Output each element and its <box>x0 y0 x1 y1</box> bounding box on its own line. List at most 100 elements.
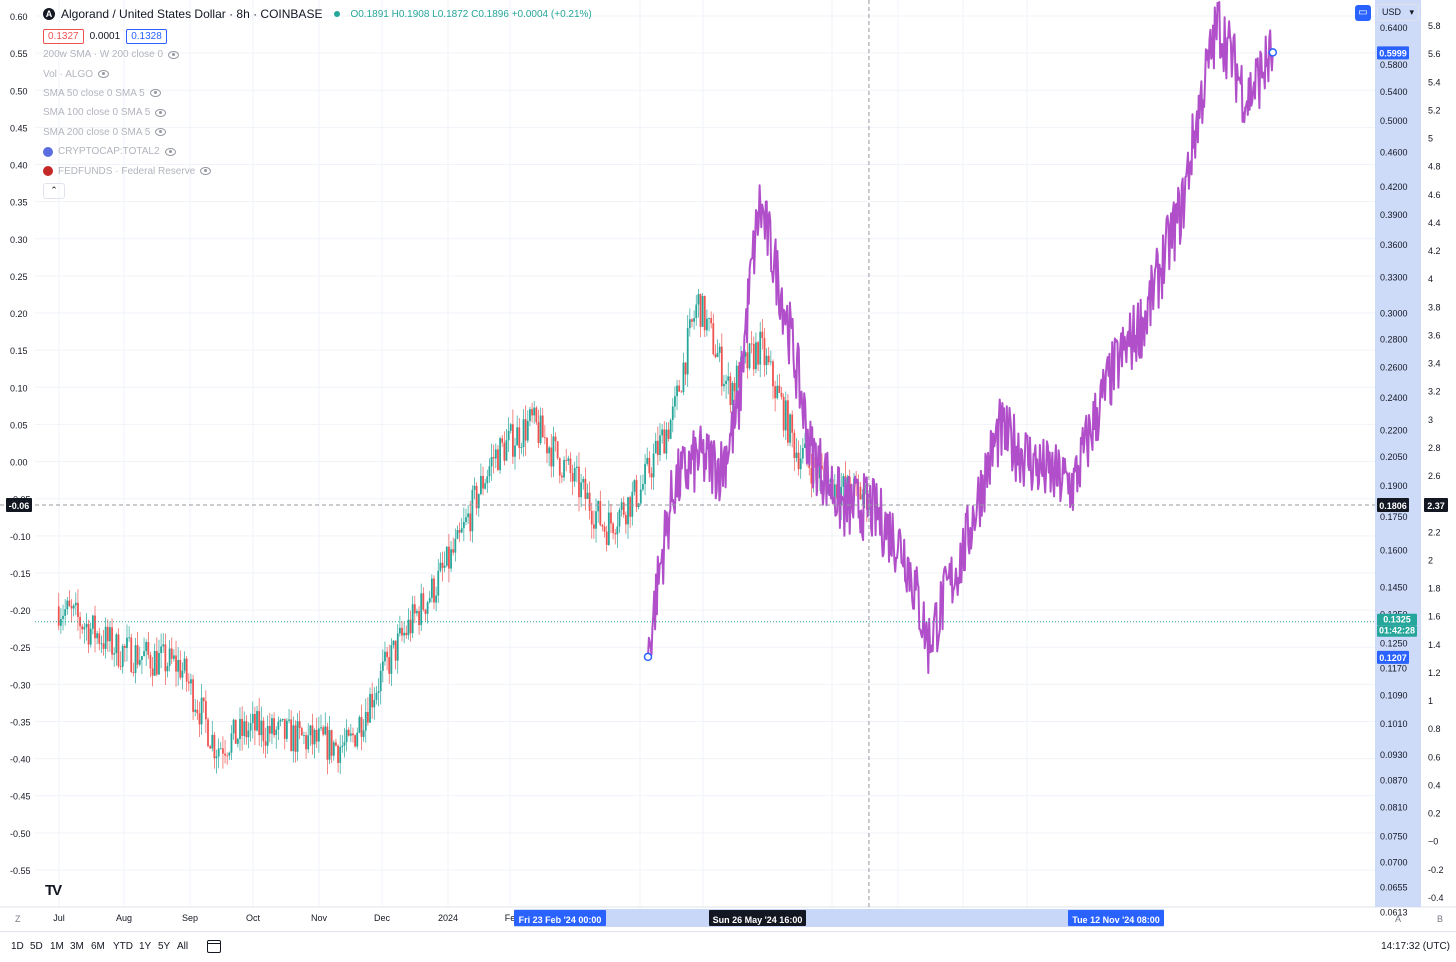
candle-body <box>143 651 145 657</box>
left-tick-label: -0.40 <box>10 755 31 765</box>
candle-body <box>757 342 759 365</box>
range-button[interactable]: 1M <box>50 941 64 952</box>
price-crosshair-label-bg <box>1377 497 1409 512</box>
candle-body <box>505 440 508 461</box>
eye-icon[interactable] <box>155 128 167 137</box>
range-button[interactable]: 1Y <box>139 941 152 952</box>
right-crosshair-label-bg <box>1424 497 1448 512</box>
eye-icon[interactable] <box>98 70 110 79</box>
axis-corner-left[interactable]: Z <box>15 914 21 924</box>
candle-body <box>168 648 171 667</box>
candle-body <box>262 720 265 742</box>
eye-icon[interactable] <box>168 50 180 59</box>
buy-price-button[interactable]: 0.1328 <box>126 28 167 44</box>
candle-body <box>162 644 165 647</box>
sync-icon[interactable]: ▭ <box>1355 4 1371 21</box>
right-axis[interactable]: 5.8 5.6 5.4 5.2 5 4.8 4.6 4.4 4.2 4 3.8 3.6 3.4 3.2 3 2… <box>1428 21 1444 903</box>
candle-body <box>676 385 678 397</box>
countdown-label-bg <box>1377 625 1417 637</box>
eye-icon[interactable] <box>164 147 176 156</box>
candle-body <box>575 466 578 468</box>
time-tick-label: Aug <box>116 913 132 923</box>
scale-b-button[interactable]: B <box>1437 914 1444 924</box>
candle-body <box>298 721 301 729</box>
candle-body <box>720 346 723 387</box>
candle-body <box>158 653 160 675</box>
indicator-label: SMA 100 close 0 SMA 5 <box>43 107 151 119</box>
auto-scale-button[interactable]: A <box>1395 914 1402 924</box>
left-crosshair-label-bg <box>6 497 32 512</box>
price-tick-label: 0.1900 <box>1380 481 1408 491</box>
last-price-label: 0.1325 <box>1377 613 1417 626</box>
range-button[interactable]: YTD <box>113 941 133 952</box>
indicator-row[interactable]: CRYPTOCAP:TOTAL2 <box>43 142 592 161</box>
candle-body <box>765 355 768 366</box>
candle-body <box>381 661 384 671</box>
eye-icon[interactable] <box>149 89 161 98</box>
left-tick-label: 0.20 <box>10 309 28 319</box>
range-button[interactable]: 1D <box>11 941 24 952</box>
range-button[interactable]: 5Y <box>158 941 171 952</box>
currency-select[interactable]: USD ▾ <box>1377 4 1419 21</box>
range-button[interactable]: 5D <box>30 941 43 952</box>
left-axis[interactable]: 0.60 0.55 0.50 0.45 0.40 0.35 0.30 0.25 0.20 0.15… <box>10 12 31 876</box>
candle-body <box>708 318 710 319</box>
price-tick-label: 0.0810 <box>1380 802 1408 812</box>
candle-body <box>311 725 314 745</box>
candle-body <box>774 386 777 399</box>
range-button[interactable]: All <box>177 941 189 952</box>
candle-body <box>309 725 312 736</box>
right-tick-label: 4.2 <box>1428 246 1441 256</box>
calendar-icon[interactable] <box>207 940 221 953</box>
candle-body <box>326 726 329 760</box>
price-tick-label: 0.4600 <box>1380 148 1408 158</box>
indicator-row[interactable]: FEDFUNDS · Federal Reserve <box>43 161 592 180</box>
range-button[interactable]: 6M <box>91 941 105 952</box>
left-tick-label: 0.55 <box>10 49 28 59</box>
indicator-row[interactable]: SMA 100 close 0 SMA 5 <box>43 103 592 122</box>
price-tick-label: 0.2200 <box>1380 426 1408 436</box>
last-price-label-bg <box>1377 613 1417 626</box>
right-tick-label: 3.6 <box>1428 330 1441 340</box>
collapse-legend-button[interactable]: ⌃ <box>43 182 65 199</box>
candle-body <box>332 742 335 756</box>
candle-body <box>428 597 431 603</box>
candle-body <box>64 609 67 616</box>
candle-body <box>569 458 572 474</box>
indicator-row[interactable]: Vol · ALGO <box>43 64 592 83</box>
crypto-circle-icon <box>43 146 53 157</box>
eye-icon[interactable] <box>155 108 167 117</box>
candle-body <box>535 407 538 423</box>
price-axis[interactable]: 0.6400 0.5800 0.5400 0.5000 0.4600 0.4200 0.39… <box>1380 23 1408 917</box>
symbol-row[interactable]: A Algorand / United States Dollar · 8h ·… <box>43 5 592 23</box>
candle-body <box>294 725 297 752</box>
clock[interactable]: 14:17:32 (UTC) <box>1381 941 1450 952</box>
price-crosshair-label-text: 0.1806 <box>1379 501 1407 511</box>
symbol-title[interactable]: Algorand / United States Dollar · 8h · C… <box>61 7 323 21</box>
candle-body <box>200 697 203 725</box>
candle-body <box>207 719 209 747</box>
candle-body <box>222 748 224 754</box>
candle-body <box>266 725 269 746</box>
indicator-row[interactable]: 200w SMA · W 200 close 0 <box>43 45 592 64</box>
indicator-row[interactable]: SMA 50 close 0 SMA 5 <box>43 84 592 103</box>
candle-body <box>211 734 214 749</box>
indicator-row[interactable]: SMA 200 close 0 SMA 5 <box>43 123 592 142</box>
candle-body <box>718 346 721 353</box>
candle-body <box>439 562 442 571</box>
time-range-band <box>514 909 1164 927</box>
right-tick-label: 1.6 <box>1428 612 1441 622</box>
candle-body <box>797 452 800 470</box>
price-tick-label: 0.2400 <box>1380 393 1408 403</box>
eye-icon[interactable] <box>200 167 212 176</box>
sell-price-button[interactable]: 0.1327 <box>43 28 84 44</box>
range-button[interactable]: 3M <box>70 941 84 952</box>
overlay-line <box>647 1 1274 674</box>
candle-body <box>663 429 666 454</box>
candle-body <box>418 611 420 626</box>
candle-body <box>396 633 399 661</box>
tradingview-logo[interactable]: TV <box>45 882 62 899</box>
time-crosshair-label: Sun 26 May '24 16:00 <box>709 910 806 926</box>
candle-body <box>682 362 685 393</box>
